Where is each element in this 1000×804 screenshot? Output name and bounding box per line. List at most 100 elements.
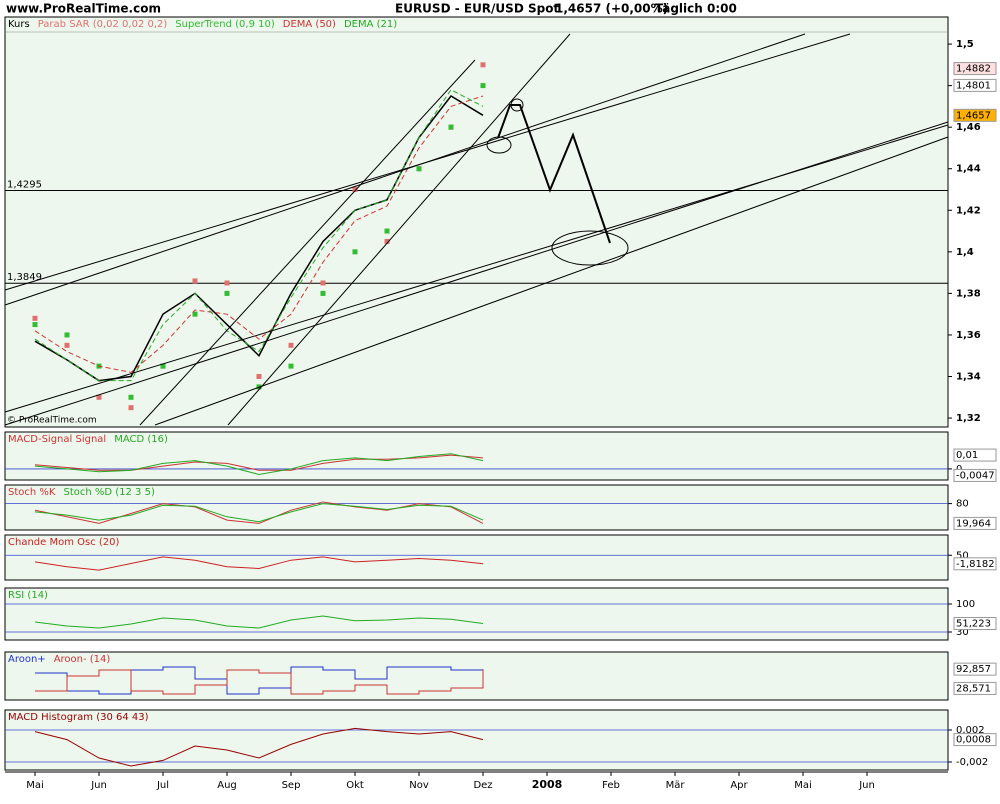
value-tag (953, 108, 997, 122)
value-tag-label: 0,0008 (956, 735, 991, 746)
panel: 0,002 -0,002 MACD Histogram (30 64 43) 0,00… (4, 709, 997, 771)
ellipse (510, 98, 524, 112)
value-tag-label: 0,01 (956, 450, 978, 461)
indicator-dot (160, 363, 166, 369)
series-line (34, 615, 484, 629)
y-tick-label: 80 (956, 499, 969, 510)
x-tick-label: 2008 (532, 778, 563, 791)
indicator-dot (224, 280, 230, 286)
copyright: © ProRealTime.com (7, 416, 97, 426)
indicator-dot (416, 166, 422, 172)
indicator-dot (384, 238, 390, 244)
indicator-dot (448, 124, 454, 130)
indicator-dot (32, 315, 38, 321)
legend-entry: Parab SAR (0,02 0,02 0,2) (38, 19, 168, 30)
y-tick-label: 1,36 (956, 330, 981, 341)
forecast-arrow (497, 104, 611, 244)
series-line (34, 727, 484, 767)
legend-entry: Chande Mom Osc (20) (8, 537, 120, 548)
indicator-dot (32, 322, 38, 328)
site: www.ProRealTime.com (6, 2, 161, 16)
value-tag-label: -1,8182 (956, 559, 995, 570)
drawings (4, 33, 949, 426)
plot-area (4, 709, 949, 771)
value-tag (953, 662, 997, 676)
series-line (35, 669, 484, 695)
trend-line (154, 136, 949, 426)
indicator-dot (384, 228, 390, 234)
series-line (34, 95, 484, 373)
plot-area (4, 651, 949, 701)
value-tag-label: 1,4657 (956, 110, 991, 121)
y-tick-label: 1,38 (956, 288, 981, 299)
y-tick-label: 1,34 (956, 372, 981, 383)
x-tick-label: Okt (346, 780, 364, 791)
legend-entry: Stoch %K (8, 487, 56, 498)
value-tag (953, 733, 997, 747)
series-line (34, 556, 484, 571)
y-tick-label: 1,5 (956, 39, 974, 50)
value-tag-label: 28,571 (956, 683, 991, 694)
x-tick-label: Dez (473, 780, 492, 791)
indicator-dot (64, 342, 70, 348)
indicator-dot (480, 62, 486, 68)
series-line (34, 501, 484, 524)
y-tick-label: 1,32 (956, 413, 981, 424)
indicator-dot (288, 342, 294, 348)
x-tick-label: Sep (282, 780, 301, 791)
indicator-dot (320, 280, 326, 286)
plot-area (4, 534, 949, 581)
panel: 50 Chande Mom Osc (20) -1,8182 (4, 534, 997, 581)
y-tick-label: 30 (956, 627, 969, 638)
value-tag-label: 51,223 (956, 619, 991, 630)
panel: Aroon+ Aroon- (14) 92,857 28,571 (4, 651, 997, 701)
indicator-dot (128, 394, 134, 400)
indicator-dot (192, 311, 198, 317)
indicator-dot (192, 278, 198, 284)
value-tag (953, 448, 997, 462)
indicator-dot (288, 363, 294, 369)
legend-entry: Kurs (8, 19, 30, 30)
ellipse (486, 136, 512, 154)
instrument: EURUSD - EUR/USD Spot (395, 2, 559, 16)
legend-entry: MACD Histogram (30 64 43) (8, 712, 149, 723)
indicator-dot (352, 187, 358, 193)
panel: 80 Stoch %K Stoch %D (12 3 5) 19,964 (4, 484, 997, 531)
x-tick-label: Jun (858, 780, 875, 791)
value-tag (953, 681, 997, 695)
plot-area (4, 587, 949, 641)
y-tick-label: 1,44 (956, 164, 981, 175)
value-tag (953, 468, 997, 482)
x-tick-label: Aug (217, 780, 237, 791)
legend-entry: SuperTrend (0,9 10) (175, 19, 275, 30)
ellipse (551, 230, 629, 266)
series-line (34, 503, 484, 523)
y-tick-label: 1,42 (956, 205, 981, 216)
legend-entry: MACD-Signal Signal (8, 434, 106, 445)
value-tag (953, 516, 997, 530)
indicator-dot (320, 290, 326, 296)
plot-area (4, 16, 949, 428)
y-tick-label: 1,4 (956, 247, 974, 258)
indicator-dot (64, 332, 70, 338)
trend-line (4, 124, 949, 413)
horizontal-line-label: 1,4295 (7, 180, 42, 191)
value-tag (953, 78, 997, 92)
panel: 30 100 RSI (14) 51,223 (4, 587, 997, 641)
y-tick-label: 100 (956, 599, 975, 610)
x-tick-label: Mai (26, 780, 44, 791)
indicator-dot (224, 290, 230, 296)
panel: 1,321,341,361,381,41,421,441,461,481,51,… (4, 16, 997, 428)
legend-entry: Aroon- (14) (54, 654, 111, 665)
y-tick-label: -0,002 (956, 757, 988, 768)
value-tag (953, 62, 997, 76)
trend-line (4, 33, 851, 291)
series-line (34, 453, 484, 475)
plot-area (4, 484, 949, 531)
value-tag (953, 617, 997, 631)
legend-entry: Aroon+ (8, 654, 46, 665)
indicator-dot (256, 374, 262, 380)
value-tag (953, 557, 997, 571)
x-tick-label: Jun (90, 780, 107, 791)
